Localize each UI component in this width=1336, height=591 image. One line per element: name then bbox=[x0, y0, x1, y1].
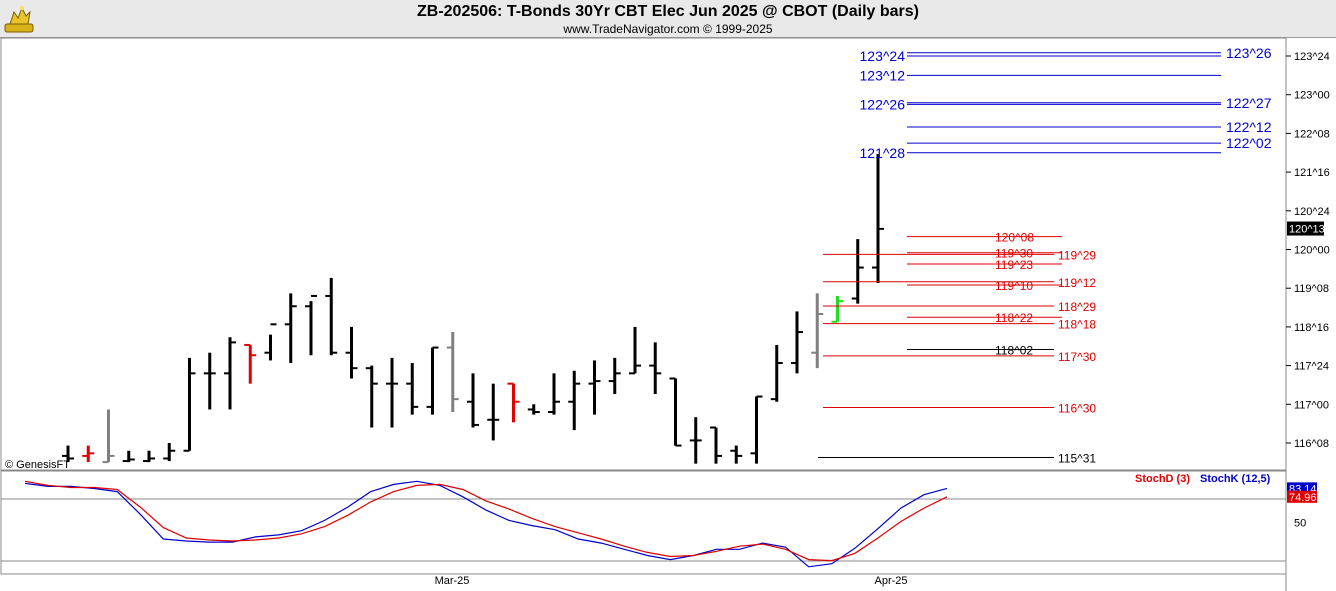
price-bar bbox=[831, 295, 844, 323]
level-label-blue: 123^24 bbox=[860, 48, 906, 64]
chart-title: ZB-202506: T-Bonds 30Yr CBT Elec Jun 202… bbox=[417, 3, 919, 20]
level-label-red: 117^30 bbox=[1058, 350, 1096, 364]
y-axis-tick-label: 116^08 bbox=[1294, 438, 1329, 450]
level-label-red: 118^22 bbox=[995, 311, 1033, 325]
price-bar bbox=[629, 326, 641, 375]
y-axis-tick-label: 121^16 bbox=[1294, 167, 1330, 179]
stoch-y-tick-label: 50 bbox=[1294, 518, 1306, 530]
price-bar bbox=[446, 332, 459, 413]
level-label-red: 119^12 bbox=[1058, 276, 1096, 290]
y-axis-tick-label: 120^00 bbox=[1294, 245, 1330, 257]
price-bar bbox=[365, 365, 378, 428]
price-bar bbox=[122, 450, 135, 463]
price-bar bbox=[82, 445, 95, 463]
level-label-blue: 122^12 bbox=[1226, 119, 1272, 135]
level-label-blue: 122^27 bbox=[1226, 95, 1272, 111]
price-bar bbox=[244, 343, 257, 384]
price-bar bbox=[689, 417, 702, 464]
price-bar bbox=[143, 450, 155, 463]
price-y-axis: 123^24 123^00 122^08 121^16 120^24 120^00 119^… bbox=[1286, 51, 1330, 450]
y-axis-tick-label: 118^16 bbox=[1294, 322, 1329, 334]
x-axis-label: Apr-25 bbox=[874, 575, 907, 587]
stoch-value-label: 74.96 bbox=[1289, 492, 1317, 504]
price-bar bbox=[426, 346, 439, 415]
price-bar bbox=[527, 404, 540, 415]
chart-header: ZB-202506: T-Bonds 30Yr CBT Elec Jun 202… bbox=[0, 0, 1336, 38]
y-axis-tick-label: 117^00 bbox=[1294, 399, 1329, 411]
level-label-black: 118^02 bbox=[995, 343, 1033, 357]
y-axis-tick-label: 117^24 bbox=[1294, 361, 1329, 373]
watermark-text: © GenesisFT bbox=[5, 459, 70, 471]
price-bar bbox=[163, 443, 176, 462]
level-label-red: 118^29 bbox=[1058, 300, 1096, 314]
price-bar bbox=[669, 377, 682, 447]
y-axis-tick-label: 120^24 bbox=[1294, 206, 1330, 218]
price-bar bbox=[588, 360, 601, 415]
level-label-black: 115^31 bbox=[1058, 452, 1096, 466]
level-label-blue: 123^26 bbox=[1226, 45, 1272, 61]
price-bar bbox=[872, 154, 884, 284]
price-bar bbox=[203, 352, 216, 410]
price-bar bbox=[851, 239, 864, 304]
price-bar bbox=[770, 344, 783, 402]
price-bar bbox=[345, 326, 358, 379]
price-bar bbox=[264, 323, 277, 361]
stoch-series-line bbox=[24, 480, 948, 562]
price-bar bbox=[102, 409, 115, 464]
last-price-badge bbox=[1287, 221, 1324, 236]
price-bar bbox=[467, 373, 479, 428]
price-bar bbox=[649, 342, 662, 394]
price-bar bbox=[730, 445, 743, 464]
y-axis-tick-label: 122^08 bbox=[1294, 128, 1330, 140]
level-label-blue: 122^26 bbox=[860, 96, 906, 112]
price-bars-layer bbox=[62, 154, 884, 464]
price-bar bbox=[507, 382, 520, 423]
price-bar bbox=[791, 311, 803, 374]
price-bar bbox=[811, 293, 824, 369]
level-label-red: 119^29 bbox=[1058, 248, 1096, 262]
level-label-red: 120^08 bbox=[995, 231, 1034, 245]
level-label-blue: 122^02 bbox=[1226, 135, 1272, 151]
level-label-red: 118^18 bbox=[1058, 318, 1096, 332]
price-bar bbox=[183, 357, 196, 452]
y-axis-tick-label: 123^00 bbox=[1294, 90, 1330, 102]
stoch-legend-label: StochD (3) bbox=[1135, 473, 1190, 485]
bull-logo-icon bbox=[4, 2, 34, 34]
price-bar bbox=[224, 337, 236, 410]
level-label-red: 119^10 bbox=[995, 279, 1033, 293]
price-bar bbox=[487, 383, 500, 441]
price-bar bbox=[710, 426, 722, 464]
price-bar bbox=[750, 395, 763, 464]
price-bar bbox=[406, 363, 419, 415]
chart-subtitle: www.TradeNavigator.com © 1999-2025 bbox=[563, 22, 773, 36]
y-axis-tick-label: 123^24 bbox=[1294, 51, 1330, 63]
level-label-blue: 121^28 bbox=[860, 145, 906, 161]
stoch-legend-label: StochK (12,5) bbox=[1200, 473, 1271, 485]
price-bar bbox=[548, 373, 560, 415]
x-axis-label: Mar-25 bbox=[435, 575, 470, 587]
price-levels-layer: 123^24 123^12 122^26 121^28 123^26 122^27 122^… bbox=[818, 45, 1272, 466]
price-bar bbox=[608, 357, 621, 394]
date-x-axis: Mar-25 Apr-25 bbox=[435, 575, 908, 587]
price-bar bbox=[284, 293, 297, 364]
price-bar bbox=[325, 277, 338, 356]
level-label-red: 116^30 bbox=[1058, 402, 1096, 416]
last-price-label: 120^13 bbox=[1289, 224, 1325, 236]
price-bar bbox=[568, 370, 581, 431]
level-label-blue: 123^12 bbox=[860, 67, 906, 83]
level-label-red: 119^30 bbox=[995, 247, 1033, 261]
stoch-series-line bbox=[24, 480, 948, 568]
price-bar bbox=[305, 294, 317, 356]
level-label-red: 119^23 bbox=[995, 258, 1033, 272]
price-bar bbox=[386, 357, 398, 428]
y-axis-tick-label: 119^08 bbox=[1294, 283, 1329, 295]
price-bar bbox=[62, 445, 74, 463]
stoch-value-badge bbox=[1287, 490, 1317, 503]
